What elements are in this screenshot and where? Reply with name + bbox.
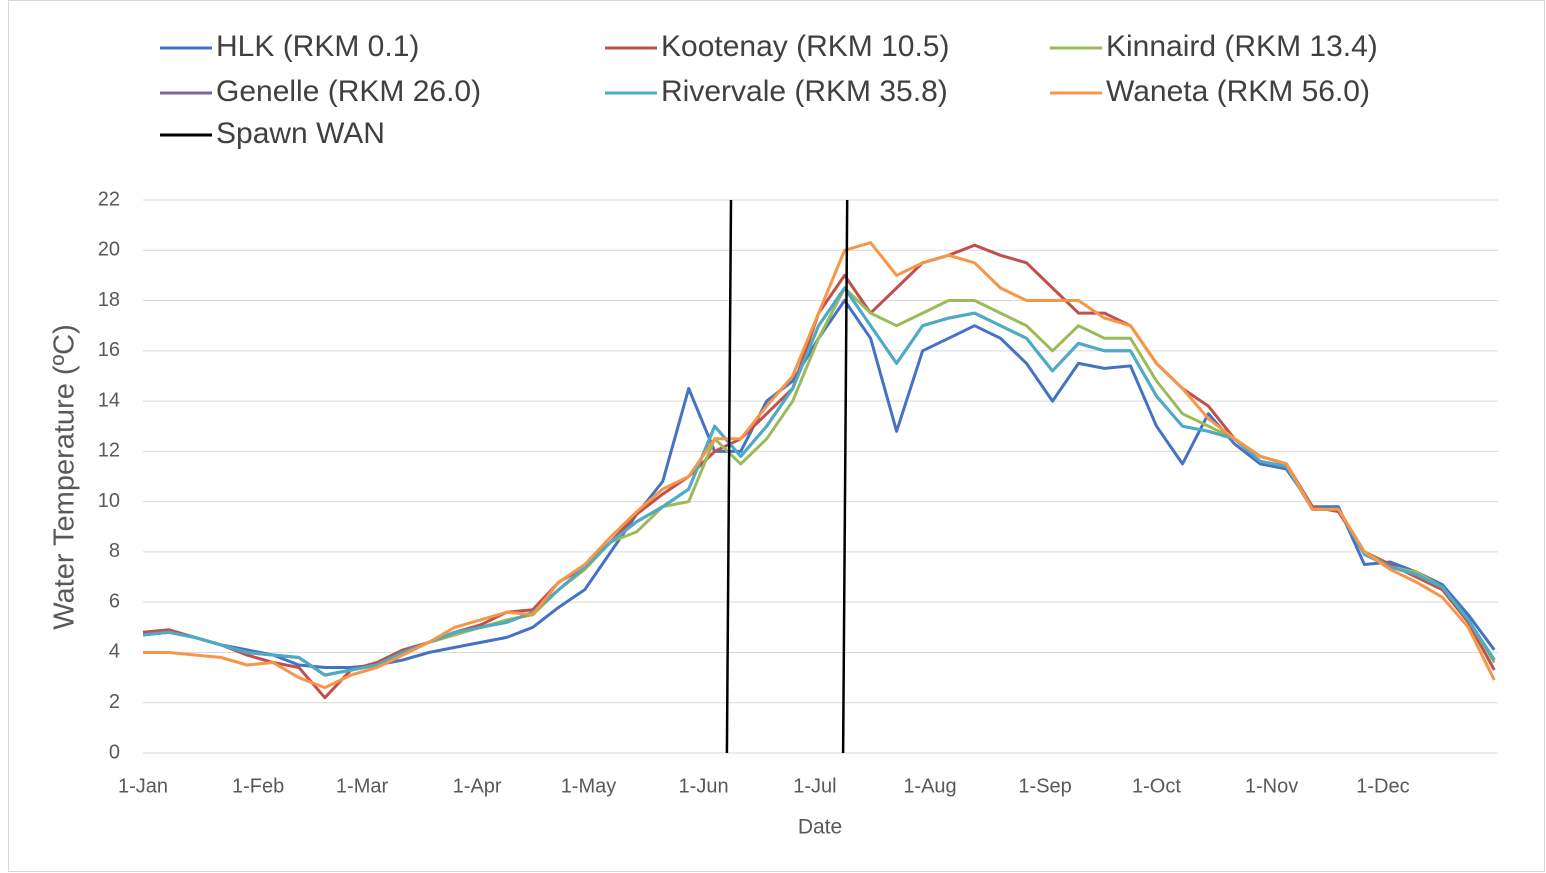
- y-tick-label: 20: [98, 239, 120, 261]
- chart-frame: [8, 0, 1545, 872]
- x-tick-label: 1-Jun: [679, 775, 729, 797]
- x-tick-label: 1-Apr: [453, 775, 502, 797]
- y-tick-label: 18: [98, 289, 120, 311]
- x-axis-title: Date: [798, 816, 842, 839]
- legend-label: Rivervale (RKM 35.8): [661, 75, 948, 108]
- y-tick-label: 2: [109, 691, 120, 713]
- series-line: [143, 241, 1496, 690]
- y-tick-label: 12: [98, 440, 120, 462]
- legend-label: Spawn WAN: [216, 117, 385, 150]
- series-line: [142, 286, 1496, 677]
- y-tick-label: 10: [98, 490, 120, 512]
- legend-label: Waneta (RKM 56.0): [1106, 75, 1370, 108]
- x-tick-label: 1-Oct: [1132, 775, 1181, 797]
- x-tick-label: 1-Mar: [336, 775, 389, 797]
- legend-label: Kootenay (RKM 10.5): [661, 30, 949, 63]
- y-tick-label: 8: [109, 540, 120, 562]
- y-tick-label: 16: [98, 339, 120, 361]
- x-tick-label: 1-Nov: [1245, 775, 1298, 797]
- y-tick-label: 6: [109, 590, 120, 612]
- x-tick-label: 1-Sep: [1018, 775, 1071, 797]
- y-tick-label: 22: [98, 188, 120, 210]
- legend-label: Genelle (RKM 26.0): [216, 75, 481, 108]
- x-tick-label: 1-May: [561, 775, 617, 797]
- y-tick-label: 4: [109, 641, 120, 663]
- x-tick-label: 1-Jul: [793, 775, 836, 797]
- y-tick-label: 14: [98, 389, 120, 411]
- y-axis-title: Water Temperature (ºC): [49, 324, 81, 630]
- x-tick-label: 1-Dec: [1356, 775, 1409, 797]
- legend-label: HLK (RKM 0.1): [216, 30, 419, 63]
- legend-label: Kinnaird (RKM 13.4): [1106, 30, 1378, 63]
- y-tick-label: 0: [109, 741, 120, 763]
- x-tick-label: 1-Aug: [903, 775, 956, 797]
- series-line: [725, 199, 849, 754]
- x-tick-label: 1-Jan: [118, 775, 168, 797]
- x-tick-label: 1-Feb: [232, 775, 284, 797]
